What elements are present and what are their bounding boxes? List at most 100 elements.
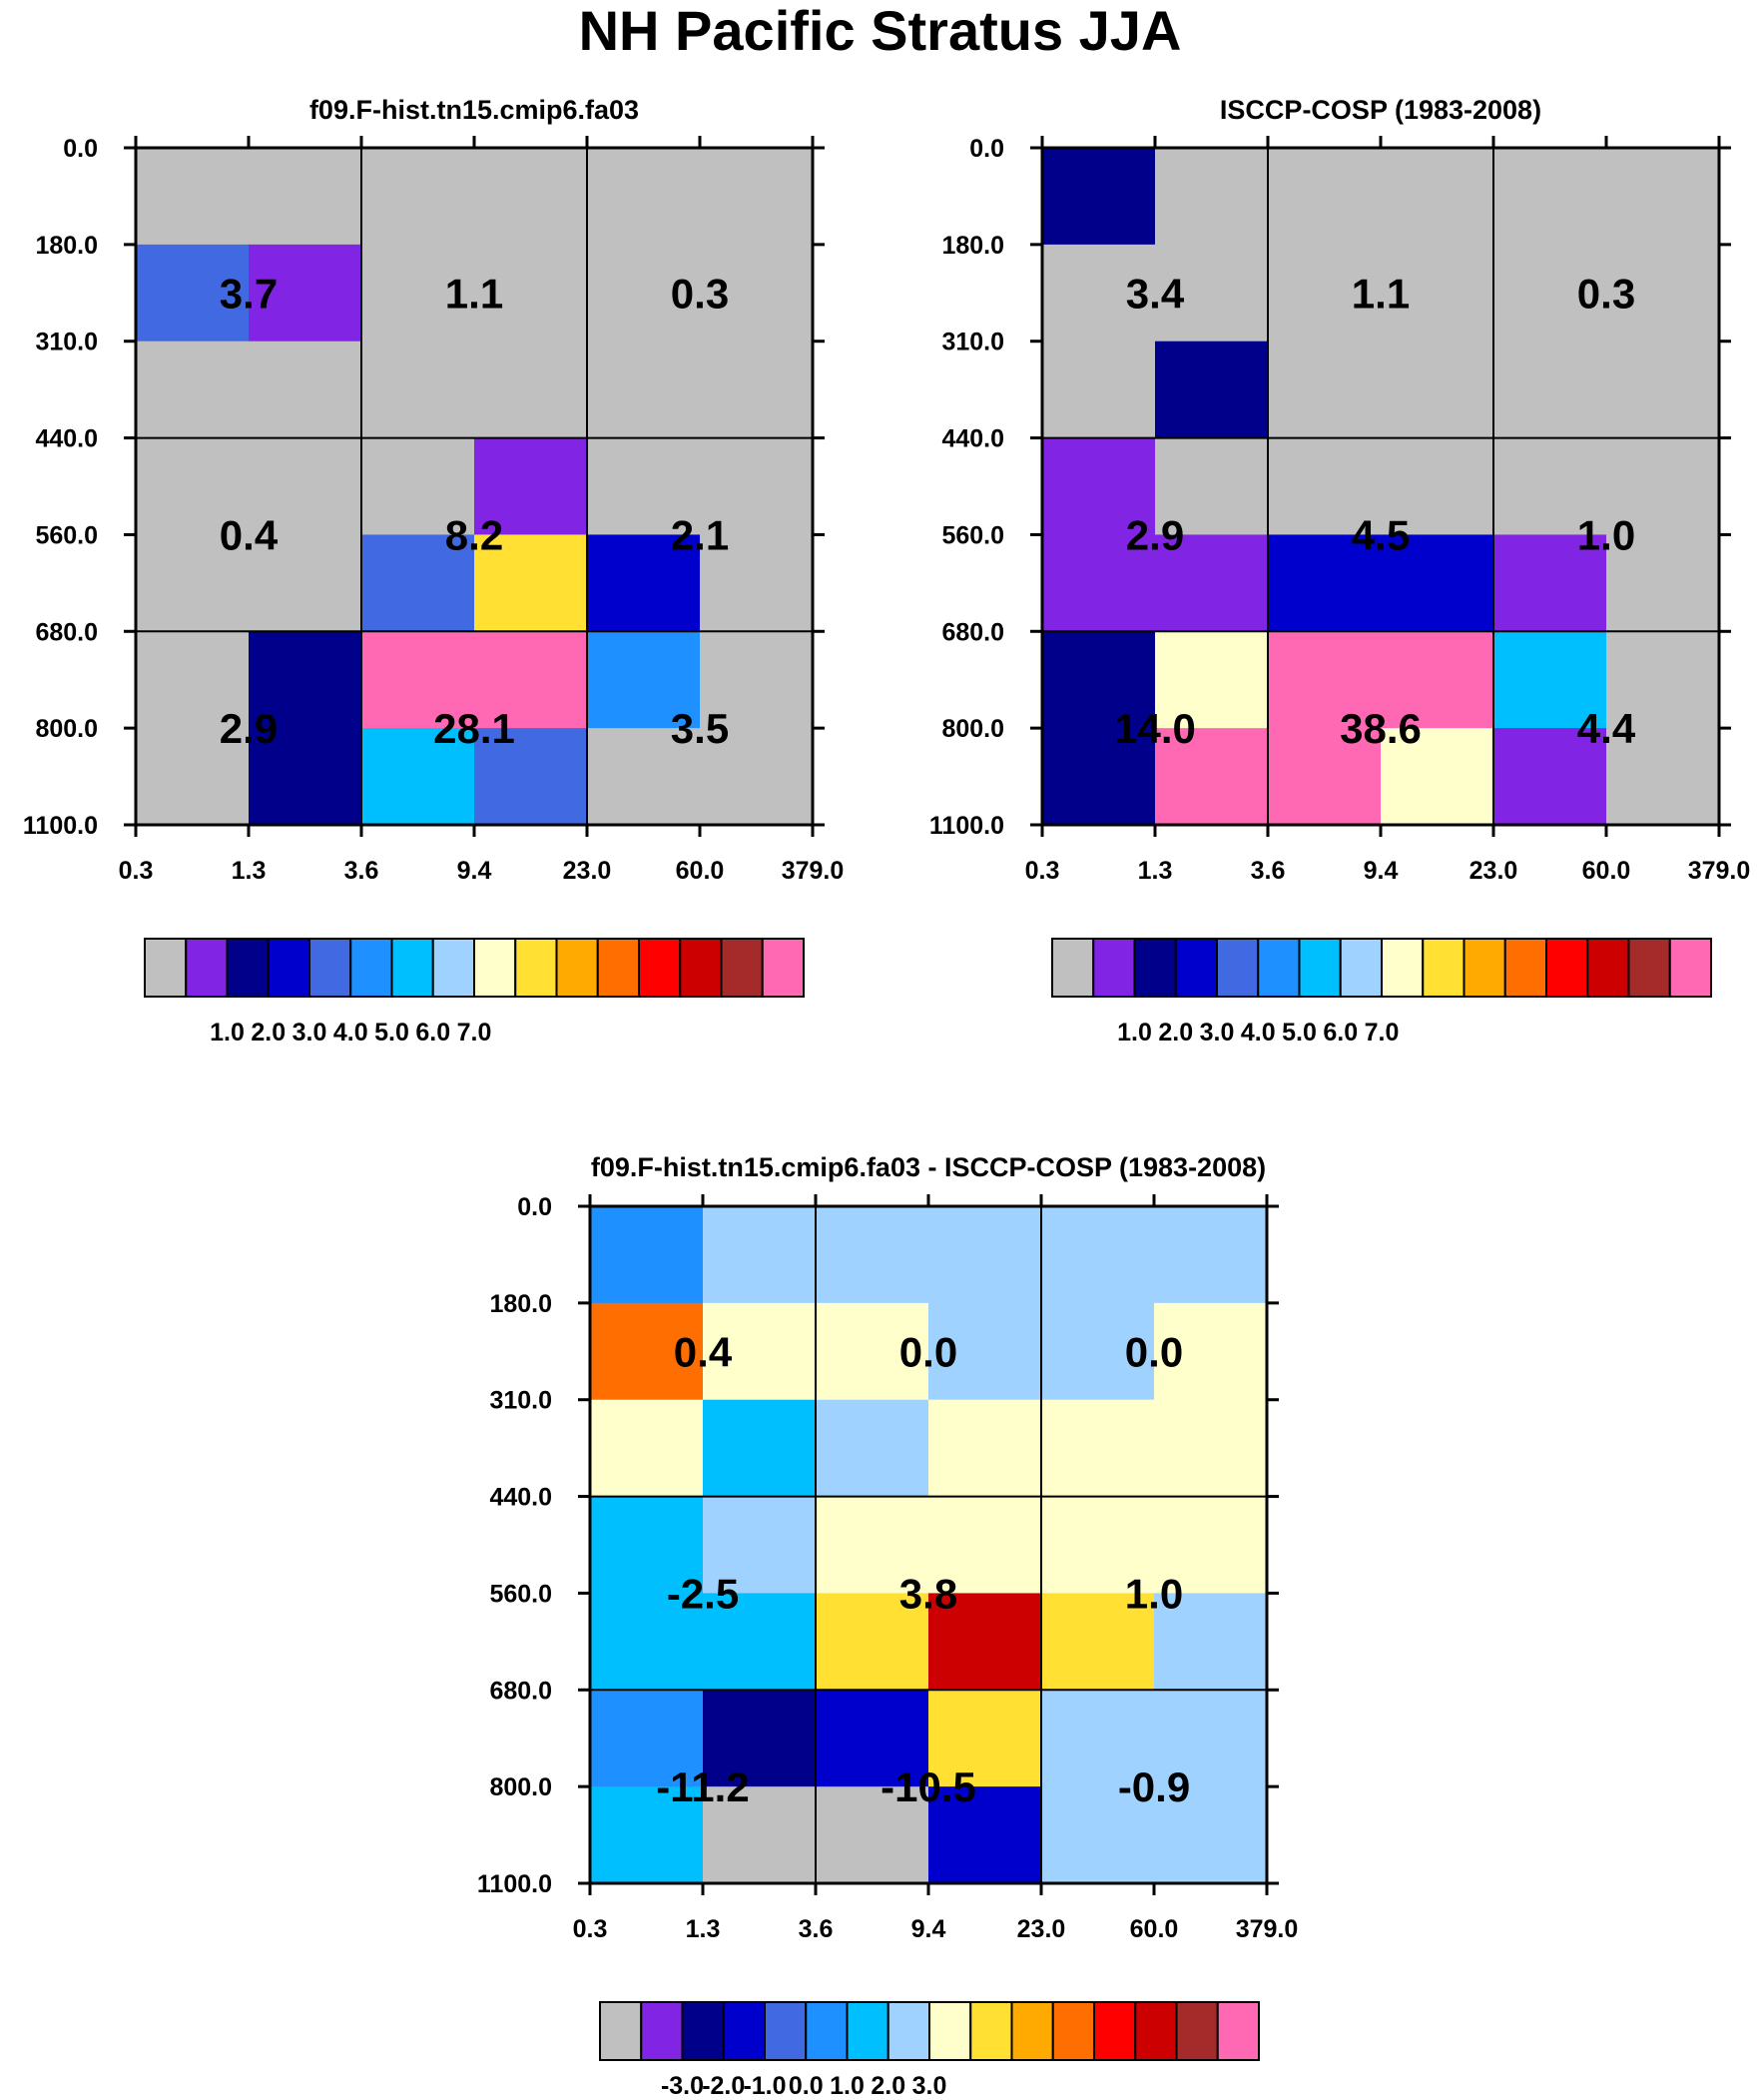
heatmap-cell — [1154, 1593, 1268, 1691]
block-value-label: -10.5 — [880, 1763, 976, 1810]
heatmap-cell — [1606, 631, 1720, 729]
colorbar-label: 7.0 — [457, 1019, 492, 1047]
heatmap-cell — [587, 631, 701, 729]
x-tick-label: 1.3 — [232, 857, 267, 885]
heatmap-cell — [700, 631, 814, 729]
heatmap-cell — [703, 1786, 817, 1884]
heatmap-cell — [1493, 437, 1607, 536]
heatmap-cell — [1606, 341, 1720, 439]
heatmap-cell — [816, 1786, 929, 1884]
heatmap-cell — [1606, 437, 1720, 536]
colorbar-swatch — [1174, 938, 1218, 998]
heatmap-cell — [1381, 437, 1494, 536]
colorbar-swatch — [144, 938, 188, 998]
heatmap-cell — [590, 1399, 704, 1498]
colorbar-swatch — [1463, 938, 1506, 998]
y-tick-label: 1100.0 — [477, 1870, 552, 1898]
heatmap-cell — [249, 631, 362, 729]
heatmap-cell — [587, 437, 701, 536]
heatmap-cell — [928, 1206, 1042, 1304]
heatmap-cell — [1268, 437, 1382, 536]
heatmap-cell — [1155, 631, 1269, 729]
heatmap-cell — [1268, 341, 1382, 439]
heatmap-cell — [703, 1206, 817, 1304]
y-tick-label: 180.0 — [35, 232, 98, 260]
colorbar-label: 2.0 — [871, 2072, 905, 2100]
heatmap-cell — [1041, 1206, 1155, 1304]
y-tick-label: 310.0 — [489, 1387, 552, 1415]
heatmap-cell — [361, 148, 475, 246]
heatmap-cell — [1155, 244, 1269, 343]
colorbar-swatch — [555, 938, 599, 998]
colorbar-label: 2.0 — [1158, 1019, 1193, 1047]
heatmap-cell — [1606, 728, 1720, 826]
colorbar-label: -2.0 — [702, 2072, 745, 2100]
x-tick-label: 23.0 — [563, 857, 612, 885]
heatmap-cell — [1268, 148, 1382, 246]
heatmap-cell — [1154, 1786, 1268, 1884]
colorbar-swatch — [1381, 938, 1425, 998]
y-tick-label: 800.0 — [941, 715, 1004, 743]
heatmap-cell — [587, 534, 701, 632]
heatmap-cell — [361, 534, 475, 632]
heatmap-cell — [136, 148, 250, 246]
block-value-label: 2.1 — [671, 511, 729, 558]
x-tick-label: 1.3 — [686, 1915, 721, 1943]
block-value-label: 28.1 — [433, 705, 515, 752]
y-tick-label: 560.0 — [489, 1580, 552, 1608]
heatmap-cell — [816, 1496, 929, 1595]
heatmap-cell — [1268, 728, 1382, 826]
colorbar-label: 3.0 — [912, 2072, 947, 2100]
heatmap-cell — [816, 1593, 929, 1691]
colorbar-swatch — [1298, 938, 1342, 998]
colorbar-swatch — [681, 2001, 725, 2061]
colorbar-swatch — [473, 938, 517, 998]
heatmap-cell — [587, 244, 701, 343]
block-value-label: 3.7 — [220, 270, 278, 317]
block-value-label: -2.5 — [667, 1570, 739, 1617]
heatmap-cell — [136, 534, 250, 632]
heatmap-cell — [590, 1496, 704, 1595]
panel-title: f09.F-hist.tn15.cmip6.fa03 - ISCCP-COSP … — [591, 1152, 1266, 1182]
heatmap-cell — [1493, 534, 1607, 632]
heatmap-cell — [1155, 341, 1269, 439]
colorbar-swatch — [1216, 938, 1260, 998]
heatmap-cell — [1493, 148, 1607, 246]
heatmap-cell — [928, 1496, 1042, 1595]
heatmap-cell — [700, 244, 814, 343]
colorbar-swatch — [640, 2001, 684, 2061]
heatmap-cell — [590, 1593, 704, 1691]
heatmap-cell — [590, 1786, 704, 1884]
heatmap-cell — [474, 437, 588, 536]
x-tick-label: 379.0 — [1688, 857, 1751, 885]
heatmap-cell — [703, 1496, 817, 1595]
heatmap-cell — [1155, 728, 1269, 826]
block-value-label: 8.2 — [445, 511, 503, 558]
colorbar-swatch — [267, 938, 310, 998]
heatmap-cell — [1042, 728, 1156, 826]
heatmap-cell — [1381, 341, 1494, 439]
y-tick-label: 440.0 — [489, 1484, 552, 1512]
colorbar-swatch — [720, 938, 764, 998]
x-tick-label: 9.4 — [457, 857, 492, 885]
x-tick-label: 3.6 — [799, 1915, 834, 1943]
heatmap-cell — [474, 341, 588, 439]
colorbar-swatch — [722, 2001, 766, 2061]
heatmap-cell — [249, 437, 362, 536]
heatmap-cell — [249, 534, 362, 632]
colorbar-swatch — [431, 938, 475, 998]
heatmap-cell — [700, 341, 814, 439]
x-tick-label: 60.0 — [1130, 1915, 1179, 1943]
heatmap-cell — [928, 1690, 1042, 1787]
heatmap-cell — [1606, 244, 1720, 343]
panel-title: ISCCP-COSP (1983-2008) — [1220, 95, 1541, 125]
block-value-label: 3.4 — [1126, 270, 1185, 317]
heatmap-cell — [700, 728, 814, 826]
colorbar-swatch — [1627, 938, 1671, 998]
x-tick-label: 0.3 — [119, 857, 154, 885]
colorbar-label: 6.0 — [1323, 1019, 1358, 1047]
y-tick-label: 180.0 — [489, 1290, 552, 1318]
block-value-label: 38.6 — [1340, 705, 1422, 752]
heatmap-cell — [700, 437, 814, 536]
heatmap-cell — [136, 341, 250, 439]
